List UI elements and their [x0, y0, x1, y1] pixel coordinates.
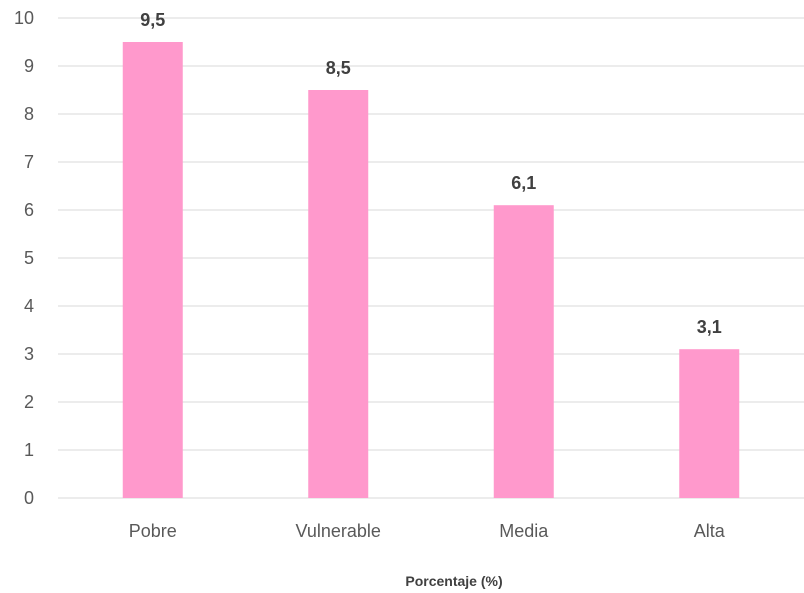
- y-tick-label: 2: [24, 392, 34, 412]
- x-category-label: Alta: [694, 521, 726, 541]
- bar-alta: [679, 349, 740, 498]
- y-axis-ticks: 0 1 2 3 4 5 6 7 8 9 10: [14, 8, 34, 508]
- x-category-label: Vulnerable: [296, 521, 381, 541]
- y-tick-label: 5: [24, 248, 34, 268]
- y-tick-label: 0: [24, 488, 34, 508]
- x-axis-categories: Pobre Vulnerable Media Alta: [129, 521, 726, 541]
- y-tick-label: 3: [24, 344, 34, 364]
- data-label: 6,1: [511, 173, 536, 193]
- x-category-label: Pobre: [129, 521, 177, 541]
- y-tick-label: 6: [24, 200, 34, 220]
- data-label: 8,5: [326, 58, 351, 78]
- data-label: 9,5: [140, 10, 165, 30]
- data-label: 3,1: [697, 317, 722, 337]
- y-tick-label: 9: [24, 56, 34, 76]
- bar-vulnerable: [308, 90, 369, 498]
- bar-pobre: [122, 42, 183, 498]
- bar-media: [493, 205, 554, 498]
- data-labels: 9,5 8,5 6,1 3,1: [140, 10, 722, 337]
- y-tick-label: 1: [24, 440, 34, 460]
- y-tick-label: 4: [24, 296, 34, 316]
- y-tick-label: 10: [14, 8, 34, 28]
- y-tick-label: 8: [24, 104, 34, 124]
- bars: [122, 42, 740, 498]
- y-tick-label: 7: [24, 152, 34, 172]
- x-category-label: Media: [499, 521, 549, 541]
- x-axis-title: Porcentaje (%): [405, 573, 502, 589]
